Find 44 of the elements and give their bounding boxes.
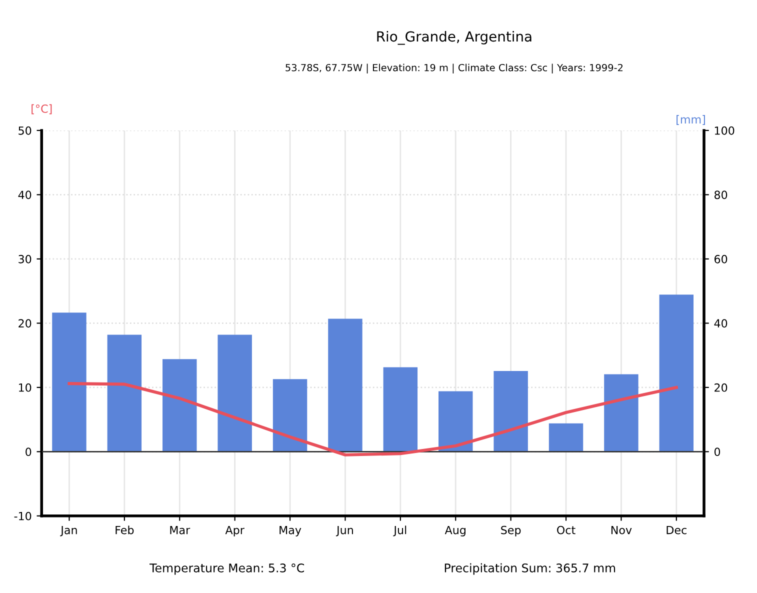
y-tick-label: 20 — [18, 319, 32, 328]
chart-subtitle: 53.78S, 67.75W | Elevation: 19 m | Climate Class: Csc | Years: 1999-2 — [286, 64, 623, 74]
y2-tick-label: 80 — [714, 190, 728, 200]
bar — [548, 423, 584, 452]
bar — [162, 359, 197, 452]
y2-tick-label: 20 — [714, 383, 728, 392]
bar — [438, 391, 473, 452]
y-tick-label: 0 — [26, 448, 32, 456]
bar — [328, 318, 362, 452]
y-tick-label: -10 — [14, 512, 32, 520]
x-tick-label: Aug — [444, 526, 466, 536]
y-tick-label: 50 — [18, 126, 32, 135]
x-tick-label: Mar — [170, 526, 190, 534]
bar — [272, 379, 308, 452]
bar — [659, 294, 694, 452]
bar — [383, 367, 418, 452]
bar — [52, 312, 86, 452]
y2-tick-label: 0 — [714, 448, 720, 456]
y-tick-label: 10 — [18, 383, 32, 392]
bar — [494, 371, 528, 452]
x-tick-label: Apr — [225, 526, 244, 536]
y-tick-label: 30 — [18, 254, 32, 264]
x-tick-label: Jul — [393, 526, 406, 536]
x-tick-label: Sep — [501, 526, 521, 536]
bar — [604, 374, 638, 452]
x-tick-label: May — [280, 526, 302, 536]
text: Temperature Mean: 5.3 °C — [150, 563, 304, 575]
bar — [107, 334, 142, 452]
y2-tick-label: 100 — [714, 126, 734, 135]
y-tick-label: 40 — [18, 190, 32, 200]
y2-tick-label: 40 — [714, 319, 728, 328]
x-tick-label: Nov — [611, 526, 632, 534]
x-tick-label: Oct — [557, 526, 576, 534]
y2-axis-title: [mm] — [676, 115, 705, 125]
x-tick-label: Jan — [60, 526, 77, 536]
y-axis-title: [°C] — [32, 104, 52, 114]
text: Precipitation Sum: 365.7 mm — [444, 563, 616, 575]
x-tick-label: Dec — [666, 526, 686, 534]
x-tick-label: Feb — [116, 526, 134, 534]
chart-title: Rio_Grande, Argentina — [377, 30, 532, 45]
bar — [218, 334, 252, 452]
x-tick-label: Jun — [336, 526, 353, 536]
y2-tick-label: 60 — [714, 254, 728, 264]
line-series — [68, 382, 678, 456]
